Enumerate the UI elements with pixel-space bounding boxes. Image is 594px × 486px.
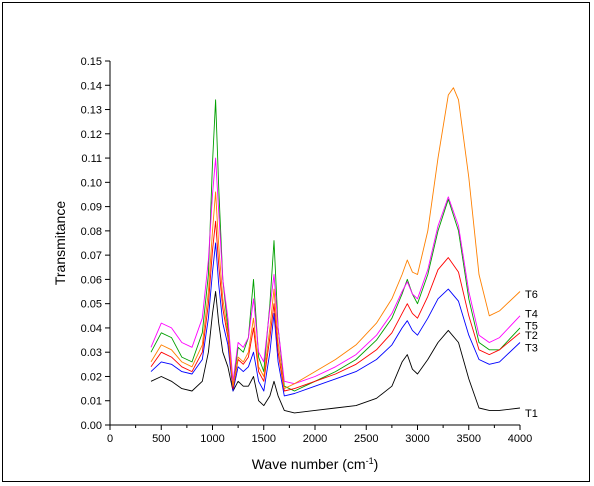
axes — [109, 61, 520, 426]
x-axis-title-tail: ) — [374, 456, 379, 472]
x-tick-label: 0 — [107, 433, 113, 445]
y-tick-label: 0.00 — [81, 420, 102, 432]
series-line-t1 — [150, 291, 521, 414]
x-tick-label: 1500 — [252, 433, 276, 445]
series-line-t4 — [150, 220, 521, 392]
series-line-t5 — [150, 157, 521, 385]
x-axis-title-sup: -1 — [366, 456, 374, 466]
y-tick-label: 0.14 — [81, 80, 102, 92]
x-tick-label: 4000 — [508, 433, 532, 445]
series-line-t3 — [150, 242, 521, 397]
y-axis-title: Transmitance — [52, 201, 68, 286]
chart-frame: 0 500 1000 1500 2000 2500 3000 3500 4000 0.00 0.0… — [2, 2, 590, 482]
series-label-t3: T3 — [525, 342, 538, 354]
series-label-t2: T2 — [525, 330, 538, 342]
x-axis-title: Wave number (cm-1) — [252, 456, 379, 472]
y-tick-label: 0.08 — [81, 226, 102, 238]
y-tick-label: 0.10 — [81, 177, 102, 189]
x-ticks: 0 500 1000 1500 2000 2500 3000 3500 4000 — [107, 425, 532, 445]
y-tick-label: 0.07 — [81, 250, 102, 262]
x-tick-label: 2500 — [354, 433, 378, 445]
y-tick-label: 0.03 — [81, 347, 102, 359]
series-line-t2 — [150, 99, 521, 392]
series-label-t1: T1 — [525, 408, 538, 420]
y-tick-label: 0.04 — [81, 323, 102, 335]
series-label-t4: T4 — [525, 308, 538, 320]
series-lines — [150, 87, 521, 414]
y-tick-label: 0.11 — [81, 153, 102, 165]
spectrum-chart: 0 500 1000 1500 2000 2500 3000 3500 4000 0.000.0… — [52, 56, 538, 472]
y-tick-label: 0.01 — [81, 396, 102, 408]
y-tick-label: 0.02 — [81, 371, 102, 383]
x-axis-title-main: Wave number (cm — [252, 456, 366, 472]
y-tick-label: 0.09 — [81, 202, 102, 214]
y-tick-label: 0.15 — [81, 56, 102, 68]
x-tick-label: 3500 — [457, 433, 481, 445]
y-tick-label: 0.13 — [81, 105, 102, 117]
y-ticks: 0.00 0.01 0.02 0.03 0.04 0.05 0.06 0.07 0.08 0.09… — [81, 56, 110, 432]
x-tick-label: 2000 — [303, 433, 327, 445]
y-tick-label: 0.06 — [81, 274, 102, 286]
series-label-t5: T5 — [525, 321, 538, 333]
y-tick-label: 0.12 — [81, 129, 102, 141]
series-line-t6 — [150, 87, 521, 390]
y-tick-label: 0.05 — [81, 299, 102, 311]
x-tick-label: 3000 — [405, 433, 429, 445]
series-label-t6: T6 — [525, 289, 538, 301]
x-tick-label: 500 — [152, 433, 170, 445]
x-tick-label: 1000 — [200, 433, 224, 445]
